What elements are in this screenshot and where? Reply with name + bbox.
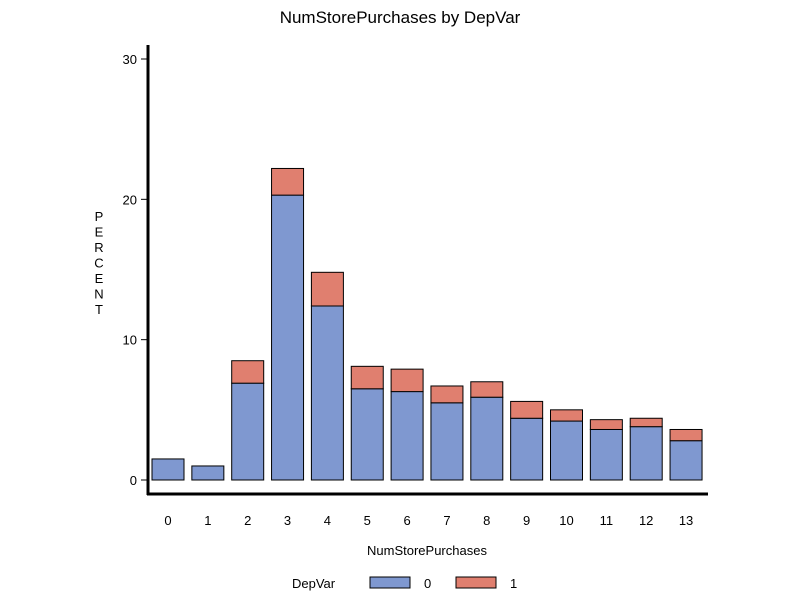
y-axis-ticks: 0 10 20 30 [123, 52, 148, 488]
x-tick-label: 9 [523, 513, 530, 528]
bar-segment [390, 368, 424, 393]
x-tick-label: 8 [483, 513, 490, 528]
legend-swatch [369, 576, 411, 589]
bar-segment [390, 391, 424, 481]
bar-segment [470, 396, 504, 481]
y-axis-label-letter: E [95, 225, 104, 240]
bar-segment [430, 402, 464, 481]
x-tick-label: 7 [443, 513, 450, 528]
bars [151, 167, 703, 481]
x-tick-label: 6 [403, 513, 410, 528]
bar-segment [470, 381, 504, 398]
y-tick-label: 20 [123, 192, 137, 207]
x-tick-label: 10 [559, 513, 573, 528]
y-axis-label-letter: R [94, 240, 103, 255]
y-tick-label: 10 [123, 333, 137, 348]
x-tick-label: 3 [284, 513, 291, 528]
x-axis-label: NumStorePurchases [367, 543, 487, 558]
y-tick-label: 0 [130, 473, 137, 488]
bar-segment [271, 194, 305, 481]
legend-entry-label: 0 [424, 576, 431, 591]
legend-title: DepVar [292, 576, 336, 591]
legend: DepVar 0 1 [292, 576, 517, 591]
y-axis-label-letter: T [95, 302, 103, 317]
bar-segment [350, 365, 384, 390]
x-tick-label: 5 [364, 513, 371, 528]
y-axis-label-letter: E [95, 271, 104, 286]
x-tick-label: 11 [600, 513, 614, 528]
bar-segment [510, 400, 544, 419]
x-tick-label: 13 [679, 513, 693, 528]
bar-segment [310, 305, 344, 481]
x-tick-label: 4 [324, 513, 331, 528]
y-axis-label-letter: P [95, 209, 104, 224]
chart-title: NumStorePurchases by DepVar [280, 8, 521, 27]
x-tick-label: 12 [639, 513, 653, 528]
y-tick-label: 30 [123, 52, 137, 67]
bar-segment [589, 419, 623, 430]
bar-segment [669, 440, 703, 481]
bar-segment [151, 458, 185, 481]
bar-segment [430, 385, 464, 404]
bar-segment [350, 388, 384, 481]
bar-segment [271, 167, 305, 196]
y-axis-label-letter: C [94, 256, 103, 271]
bar-segment [510, 417, 544, 481]
x-tick-label: 0 [164, 513, 171, 528]
bar-segment [629, 417, 663, 428]
legend-entry-label: 1 [510, 576, 517, 591]
bar-segment [191, 465, 225, 481]
bar-segment [629, 426, 663, 481]
x-tick-label: 2 [244, 513, 251, 528]
bar-segment [231, 382, 265, 481]
y-axis-label-letter: N [94, 287, 103, 302]
bar-segment [589, 428, 623, 481]
x-axis-ticks: 0 1 2 3 4 5 6 7 8 9 10 11 12 13 [164, 513, 693, 528]
bar-segment [231, 360, 265, 384]
bar-segment [669, 428, 703, 442]
x-tick-label: 1 [204, 513, 211, 528]
bar-segment [550, 420, 583, 481]
bar-segment [550, 409, 583, 422]
bar-segment [310, 271, 344, 307]
legend-swatch [455, 576, 497, 589]
